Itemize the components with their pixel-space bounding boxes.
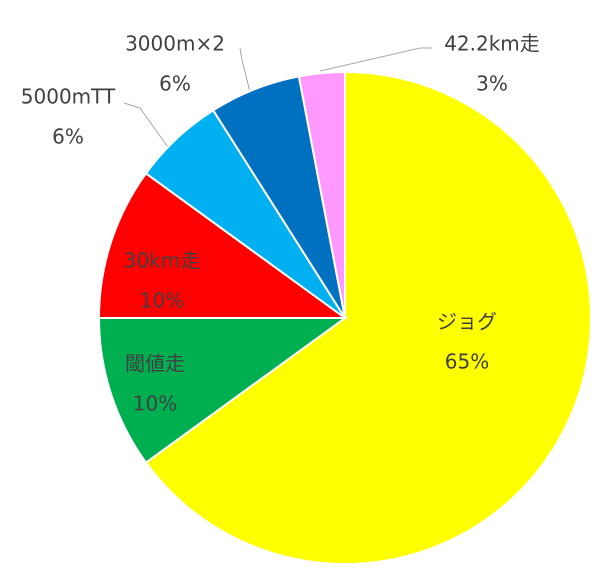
pie-slice <box>144 70 592 565</box>
slice-label: 3000m×2 <box>125 32 225 56</box>
leader-line <box>123 102 171 151</box>
slice-value-label: 10% <box>133 392 177 416</box>
slice-label: 閾値走 <box>125 352 185 376</box>
slice-value-label: 65% <box>445 350 489 374</box>
slice-label: 30km走 <box>124 249 201 273</box>
slice-label: 42.2km走 <box>444 32 540 56</box>
pie-slice <box>97 317 349 464</box>
slice-label: ジョグ <box>437 310 497 334</box>
leader-line <box>319 47 432 72</box>
leader-line <box>239 47 251 93</box>
pie-slice <box>297 70 346 319</box>
slice-label: 5000mTT <box>21 85 116 109</box>
pie-slice <box>97 172 349 319</box>
slice-value-label: 6% <box>159 72 191 96</box>
slice-value-label: 10% <box>140 289 184 313</box>
slice-value-label: 3% <box>476 72 508 96</box>
slice-value-label: 6% <box>52 125 84 149</box>
